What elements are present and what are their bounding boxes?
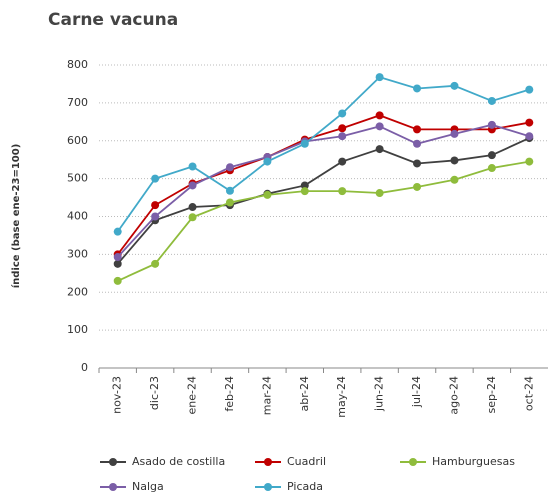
data-point <box>413 139 422 148</box>
legend-marker <box>264 483 272 491</box>
data-point <box>188 162 197 171</box>
y-tick-label: 600 <box>67 134 88 147</box>
data-point <box>338 157 347 166</box>
data-point <box>263 190 272 199</box>
x-tick-label: sep-24 <box>485 376 498 413</box>
data-point <box>413 84 422 93</box>
x-tick-label: ago-24 <box>447 376 460 415</box>
y-tick-label: 0 <box>81 361 88 374</box>
x-tick-label: abr-24 <box>298 376 311 412</box>
data-point <box>225 198 234 207</box>
legend-marker <box>409 458 417 466</box>
y-tick-label: 800 <box>67 58 88 71</box>
x-tick-label: jul-24 <box>410 376 423 408</box>
y-tick-label: 400 <box>67 210 88 223</box>
x-tick-label: oct-24 <box>522 376 535 411</box>
data-point <box>113 253 122 262</box>
data-point <box>375 145 384 154</box>
x-tick-label: dic-23 <box>148 376 161 410</box>
data-point <box>413 125 422 134</box>
data-point <box>450 129 459 138</box>
data-point <box>300 139 309 148</box>
legend-label: Asado de costilla <box>132 455 225 468</box>
data-point <box>375 189 384 198</box>
legend-marker <box>264 458 272 466</box>
x-tick-label: mar-24 <box>260 376 273 415</box>
data-point <box>525 157 534 166</box>
data-point <box>300 181 309 190</box>
y-tick-label: 300 <box>67 247 88 260</box>
data-point <box>375 122 384 131</box>
y-tick-label: 700 <box>67 96 88 109</box>
legend-label: Cuadril <box>287 455 326 468</box>
data-point <box>338 124 347 133</box>
data-point <box>225 186 234 195</box>
series-line <box>116 76 530 233</box>
x-tick-label: may-24 <box>335 376 348 418</box>
legend-marker <box>109 483 117 491</box>
y-axis-label: índice (base ene-23=100) <box>10 144 22 289</box>
data-point <box>263 157 272 166</box>
data-point <box>225 163 234 172</box>
y-tick-label: 200 <box>67 285 88 298</box>
data-point <box>525 132 534 141</box>
x-tick-label: nov-23 <box>111 376 124 414</box>
data-point <box>113 276 122 285</box>
series-line <box>117 123 530 258</box>
data-point <box>151 259 160 268</box>
y-tick-label: 100 <box>67 323 88 336</box>
chart-title: Carne vacuna <box>48 10 178 30</box>
data-point <box>450 81 459 90</box>
data-point <box>375 111 384 120</box>
legend-label: Picada <box>287 480 323 493</box>
data-point <box>450 156 459 165</box>
legend-marker <box>109 458 117 466</box>
legend-label: Nalga <box>132 480 164 493</box>
data-point <box>113 259 122 268</box>
data-point <box>300 187 309 196</box>
data-point <box>487 151 496 160</box>
data-point <box>151 201 160 210</box>
data-point <box>188 203 197 212</box>
data-point <box>525 118 534 127</box>
data-point <box>413 182 422 191</box>
x-tick-label: ene-24 <box>186 376 199 414</box>
x-tick-label: feb-24 <box>223 376 236 412</box>
data-point <box>487 120 496 129</box>
data-point <box>338 187 347 196</box>
data-point <box>151 174 160 183</box>
data-point <box>338 132 347 141</box>
data-point <box>188 213 197 222</box>
y-tick-label: 500 <box>67 172 88 185</box>
data-point <box>375 73 384 82</box>
series-line <box>117 160 530 282</box>
data-point <box>487 96 496 105</box>
data-point <box>113 227 122 236</box>
data-point <box>413 159 422 168</box>
data-point <box>525 85 534 94</box>
x-tick-label: jun-24 <box>373 376 386 412</box>
data-point <box>487 164 496 173</box>
legend-label: Hamburguesas <box>432 455 515 468</box>
data-point <box>151 212 160 221</box>
series-line <box>117 137 530 265</box>
data-point <box>338 109 347 118</box>
data-point <box>188 181 197 190</box>
data-point <box>450 175 459 184</box>
series-line <box>116 114 530 255</box>
